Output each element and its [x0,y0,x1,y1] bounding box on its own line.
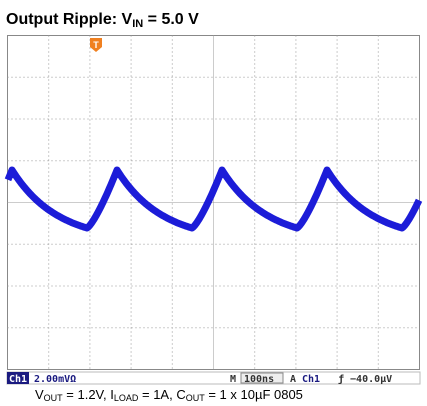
trigger-marker: T [93,40,99,50]
trigger-level: ƒ −40.0µV [338,374,392,385]
caption-c-text: = 1 x 10µF 0805 [205,387,303,402]
trigger-mode: A [290,374,296,385]
timebase: 100ns [244,374,274,385]
trigger-source: Ch1 [302,374,320,385]
title-tail: = 5.0 V [143,11,199,28]
caption-i-text: = 1A, C [138,387,185,402]
caption-v: V [35,387,44,402]
timebase-label: M [230,374,236,385]
scale: 2.00mVΩ [34,374,76,385]
caption-c-sub: OUT [186,393,206,403]
caption-i-sub: LOAD [114,393,139,403]
channel: Ch1 [9,374,27,385]
caption-v-sub: OUT [44,393,64,403]
title-main: Output Ripple: V [6,11,133,28]
figure-title: Output Ripple: VIN = 5.0 V [6,11,199,30]
caption: VOUT = 1.2V, ILOAD = 1A, COUT = 1 x 10µF… [35,387,303,403]
title-sub: IN [132,18,143,30]
figure: Output Ripple: VIN = 5.0 V T Ch1 2.00mVΩ… [0,0,427,406]
caption-v-text: = 1.2V, I [63,387,114,402]
